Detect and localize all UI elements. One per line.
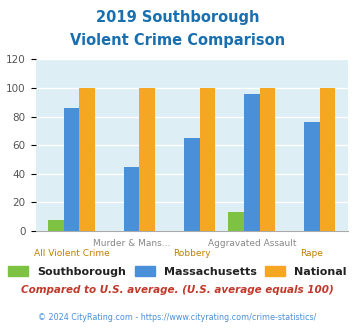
Text: All Violent Crime: All Violent Crime	[34, 249, 109, 258]
Bar	[64, 108, 80, 231]
Bar	[244, 94, 260, 231]
Text: © 2024 CityRating.com - https://www.cityrating.com/crime-statistics/: © 2024 CityRating.com - https://www.city…	[38, 313, 317, 322]
Text: Aggravated Assault: Aggravated Assault	[208, 239, 296, 248]
Bar	[48, 219, 64, 231]
Text: Violent Crime Comparison: Violent Crime Comparison	[70, 33, 285, 48]
Text: 2019 Southborough: 2019 Southborough	[96, 10, 259, 25]
Bar	[140, 88, 155, 231]
Bar	[200, 88, 215, 231]
Text: Rape: Rape	[300, 249, 323, 258]
Text: Murder & Mans...: Murder & Mans...	[93, 239, 170, 248]
Bar	[320, 88, 335, 231]
Bar	[260, 88, 275, 231]
Bar	[80, 88, 95, 231]
Bar	[124, 167, 140, 231]
Bar	[184, 138, 200, 231]
Legend: Southborough, Massachusetts, National: Southborough, Massachusetts, National	[4, 261, 351, 281]
Text: Robbery: Robbery	[173, 249, 211, 258]
Text: Compared to U.S. average. (U.S. average equals 100): Compared to U.S. average. (U.S. average …	[21, 285, 334, 295]
Bar	[228, 213, 244, 231]
Bar	[304, 122, 320, 231]
